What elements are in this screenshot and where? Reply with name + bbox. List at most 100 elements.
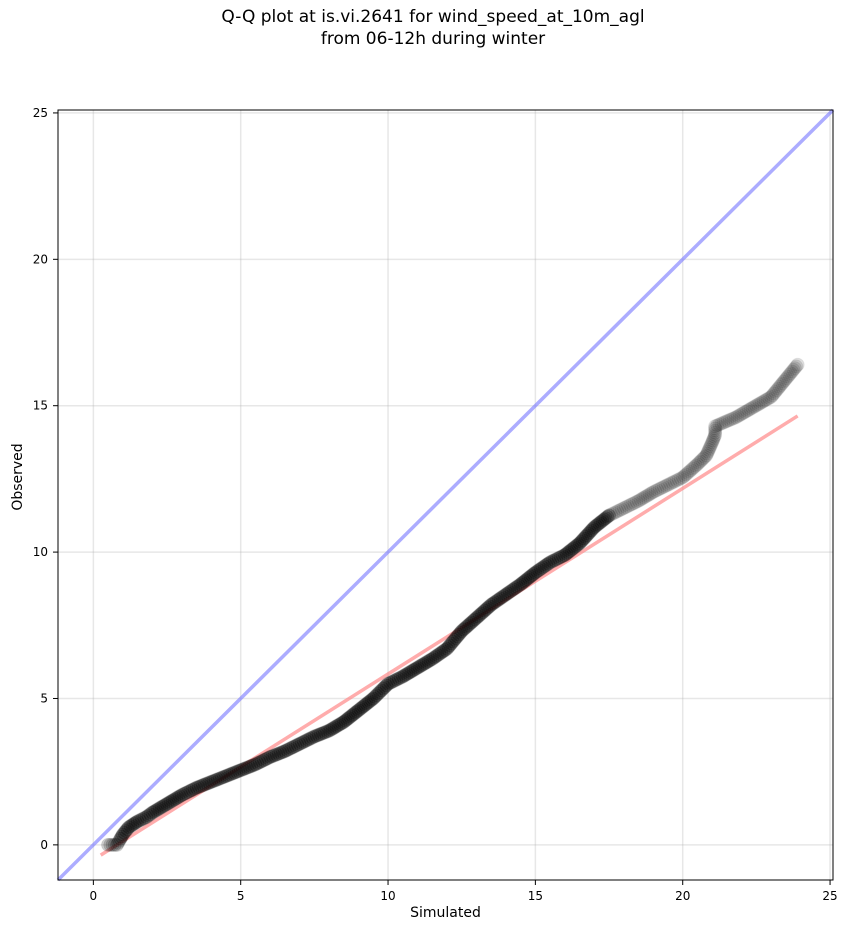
qq-point bbox=[530, 564, 545, 579]
qq-point bbox=[353, 701, 368, 716]
qq-point bbox=[406, 662, 421, 677]
qq-point bbox=[652, 481, 667, 496]
qq-point bbox=[687, 460, 702, 475]
qq-point bbox=[167, 792, 182, 807]
qq-point bbox=[174, 788, 189, 803]
qq-point bbox=[343, 709, 358, 724]
qq-point bbox=[254, 754, 269, 769]
qq-point bbox=[242, 759, 257, 774]
qq-point bbox=[600, 509, 615, 524]
qq-point bbox=[150, 802, 165, 817]
qq-point bbox=[730, 409, 745, 424]
qq-point bbox=[195, 778, 210, 793]
qq-point bbox=[200, 776, 215, 791]
qq-point bbox=[451, 627, 466, 642]
qq-point bbox=[417, 656, 432, 671]
qq-point bbox=[311, 727, 326, 742]
qq-point bbox=[773, 378, 788, 393]
qq-point bbox=[197, 777, 212, 792]
qq-point bbox=[444, 636, 459, 651]
qq-point bbox=[301, 732, 316, 747]
qq-point bbox=[718, 414, 733, 429]
qq-point bbox=[425, 651, 440, 666]
qq-point bbox=[432, 646, 447, 661]
qq-point bbox=[349, 704, 364, 719]
qq-point bbox=[644, 486, 659, 501]
qq-point bbox=[504, 583, 519, 598]
qq-point bbox=[408, 661, 423, 676]
qq-point bbox=[456, 622, 471, 637]
qq-point bbox=[123, 819, 138, 834]
qq-point bbox=[250, 756, 265, 771]
qq-point bbox=[434, 645, 449, 660]
qq-point bbox=[466, 613, 481, 628]
qq-point bbox=[484, 597, 499, 612]
qq-point bbox=[537, 559, 552, 574]
qq-point bbox=[511, 578, 526, 593]
qq-point bbox=[704, 437, 719, 452]
qq-point bbox=[705, 433, 720, 448]
qq-point bbox=[608, 505, 623, 520]
qq-point bbox=[401, 666, 416, 681]
x-tick-label: 15 bbox=[528, 889, 543, 903]
qq-point bbox=[758, 393, 773, 408]
qq-point bbox=[509, 579, 524, 594]
qq-point bbox=[128, 815, 143, 830]
qq-point bbox=[590, 517, 605, 532]
qq-point bbox=[566, 541, 581, 556]
qq-point bbox=[551, 551, 566, 566]
qq-point bbox=[567, 540, 582, 555]
qq-point bbox=[363, 694, 378, 709]
qq-point bbox=[208, 773, 223, 788]
qq-point bbox=[112, 833, 127, 848]
qq-point bbox=[734, 407, 749, 422]
qq-point bbox=[535, 560, 550, 575]
qq-point bbox=[298, 733, 313, 748]
qq-point bbox=[374, 683, 389, 698]
qq-point bbox=[612, 503, 627, 518]
x-tick-label: 10 bbox=[380, 889, 395, 903]
qq-point bbox=[414, 658, 429, 673]
qq-point bbox=[329, 719, 344, 734]
qq-point bbox=[296, 734, 311, 749]
qq-point bbox=[160, 796, 175, 811]
qq-point bbox=[275, 745, 290, 760]
qq-point bbox=[477, 603, 492, 618]
qq-point bbox=[366, 691, 381, 706]
qq-point bbox=[789, 359, 804, 374]
qq-point bbox=[726, 411, 741, 426]
qq-point bbox=[156, 799, 171, 814]
qq-point bbox=[712, 417, 727, 432]
qq-point bbox=[206, 774, 221, 789]
qq-point bbox=[467, 612, 482, 627]
qq-point bbox=[625, 496, 640, 511]
qq-point bbox=[221, 768, 236, 783]
qq-point bbox=[714, 416, 729, 431]
qq-point bbox=[584, 523, 599, 538]
qq-point bbox=[694, 452, 709, 467]
qq-point bbox=[754, 395, 769, 410]
qq-point bbox=[631, 493, 646, 508]
qq-point bbox=[325, 721, 340, 736]
qq-point bbox=[288, 738, 303, 753]
qq-point bbox=[294, 735, 309, 750]
qq-point bbox=[457, 621, 472, 636]
qq-point bbox=[256, 753, 271, 768]
qq-point bbox=[361, 695, 376, 710]
qq-point bbox=[139, 810, 154, 825]
qq-point bbox=[475, 605, 490, 620]
qq-point bbox=[252, 755, 267, 770]
qq-point bbox=[111, 835, 126, 850]
qq-point bbox=[486, 596, 501, 611]
qq-point bbox=[323, 722, 338, 737]
qq-point bbox=[336, 714, 351, 729]
qq-point bbox=[539, 557, 554, 572]
qq-point bbox=[707, 429, 722, 444]
qq-point bbox=[669, 473, 684, 488]
qq-point bbox=[171, 790, 186, 805]
qq-point bbox=[699, 448, 714, 463]
qq-point bbox=[341, 710, 356, 725]
qq-point bbox=[658, 478, 673, 493]
chart-title-line-1: Q-Q plot at is.vi.2641 for wind_speed_at… bbox=[221, 7, 645, 27]
qq-point bbox=[646, 485, 661, 500]
